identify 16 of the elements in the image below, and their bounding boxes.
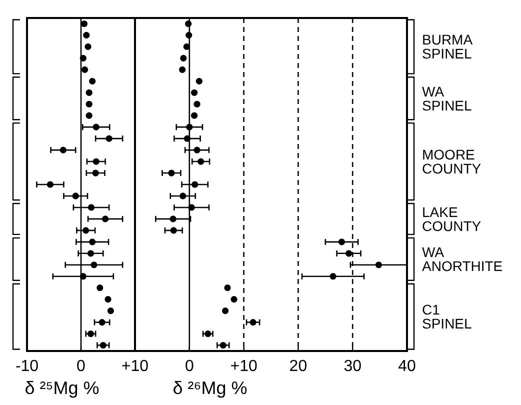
x-tick-label: 0	[184, 358, 194, 375]
x-tick-label: +10	[121, 358, 149, 375]
x-tick-label: 20	[289, 358, 308, 375]
text: WA ANORTHITE	[422, 244, 503, 274]
x-tick-label: -10	[15, 358, 39, 375]
x-tick-label: 0	[76, 358, 86, 375]
text: WA SPINEL	[422, 83, 472, 114]
x-tick-label: +10	[230, 358, 258, 375]
x-axis-title: δ ²⁶Mg %	[172, 378, 248, 398]
x-tick-label: 30	[344, 358, 362, 375]
text: BURMA SPINEL	[422, 32, 474, 62]
text: LAKE COUNTY	[422, 204, 482, 234]
x-axis-title: δ ²⁵Mg %	[24, 378, 100, 398]
text: MOORE COUNTY	[422, 146, 482, 177]
x-tick-label: 40	[398, 358, 416, 375]
text: C1 SPINEL	[422, 302, 472, 332]
